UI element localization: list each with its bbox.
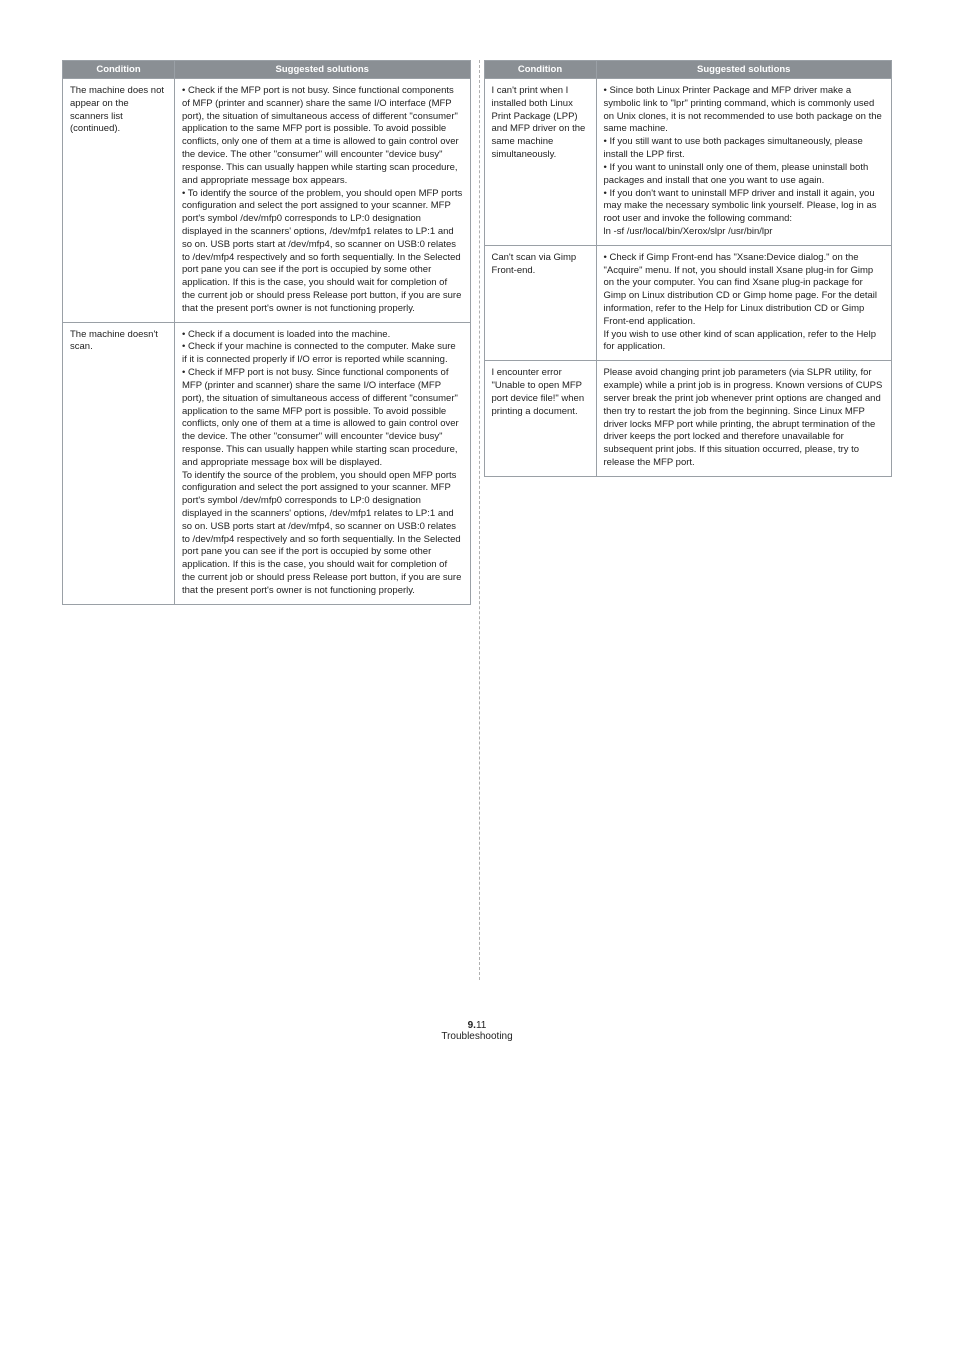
col-suggested: Suggested solutions [596, 61, 892, 79]
cell-solution: • Check if a document is loaded into the… [175, 322, 471, 604]
table-row: The machine doesn't scan. • Check if a d… [63, 322, 471, 604]
page-chapter: 9. [468, 1020, 476, 1031]
cell-solution: Please avoid changing print job paramete… [596, 361, 892, 477]
table-header-row: Condition Suggested solutions [484, 61, 892, 79]
cell-solution: • Since both Linux Printer Package and M… [596, 79, 892, 246]
table-row: Can't scan via Gimp Front-end. • Check i… [484, 245, 892, 361]
cell-condition: I can't print when I installed both Linu… [484, 79, 596, 246]
col-suggested: Suggested solutions [175, 61, 471, 79]
page-footer: 9.11 Troubleshooting [0, 1020, 954, 1042]
cell-solution: • Check if the MFP port is not busy. Sin… [175, 79, 471, 323]
right-table: Condition Suggested solutions I can't pr… [484, 60, 893, 477]
col-condition: Condition [63, 61, 175, 79]
table-row: The machine does not appear on the scann… [63, 79, 471, 323]
cell-condition: Can't scan via Gimp Front-end. [484, 245, 596, 361]
col-condition: Condition [484, 61, 596, 79]
left-table: Condition Suggested solutions The machin… [62, 60, 471, 605]
table-row: I can't print when I installed both Linu… [484, 79, 892, 246]
page-content: Condition Suggested solutions The machin… [0, 0, 954, 980]
column-divider [479, 60, 480, 980]
page-number: 11 [476, 1020, 486, 1031]
cell-condition: The machine doesn't scan. [63, 322, 175, 604]
table-header-row: Condition Suggested solutions [63, 61, 471, 79]
left-column: Condition Suggested solutions The machin… [62, 60, 471, 980]
right-column: Condition Suggested solutions I can't pr… [484, 60, 893, 980]
section-title: Troubleshooting [441, 1031, 512, 1042]
table-row: I encounter error "Unable to open MFP po… [484, 361, 892, 477]
cell-condition: The machine does not appear on the scann… [63, 79, 175, 323]
cell-solution: • Check if Gimp Front-end has "Xsane:Dev… [596, 245, 892, 361]
cell-condition: I encounter error "Unable to open MFP po… [484, 361, 596, 477]
